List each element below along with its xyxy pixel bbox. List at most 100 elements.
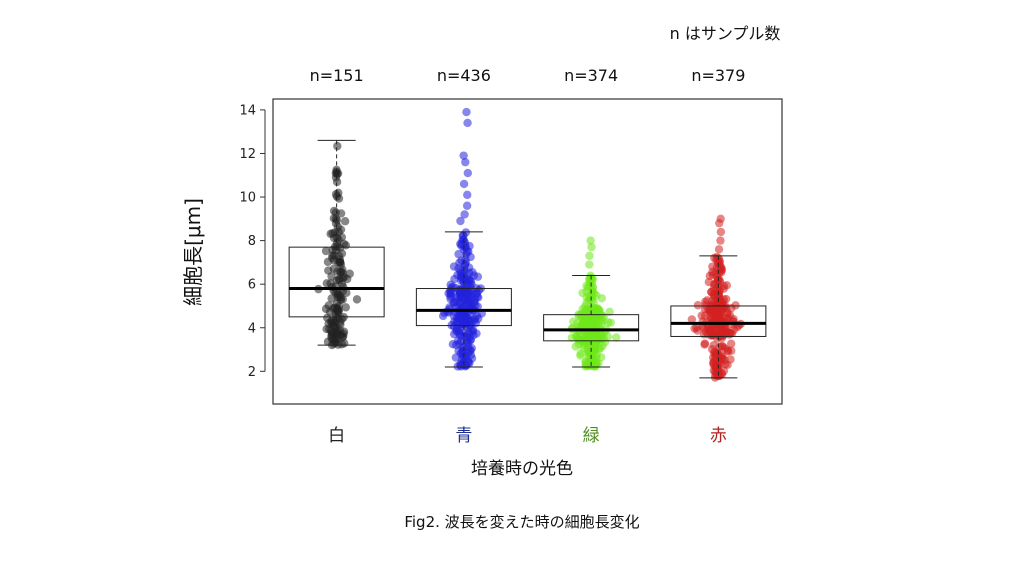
data-point bbox=[327, 331, 336, 341]
data-point bbox=[577, 332, 586, 342]
data-point bbox=[450, 274, 459, 284]
data-point bbox=[700, 339, 710, 348]
data-point bbox=[712, 363, 722, 373]
iqr-box bbox=[543, 314, 640, 342]
iqr-box bbox=[415, 288, 512, 327]
data-point bbox=[587, 348, 596, 357]
data-point bbox=[588, 274, 598, 284]
data-point bbox=[340, 217, 350, 226]
y-tick-label: 8 bbox=[248, 234, 256, 249]
data-point bbox=[333, 334, 342, 343]
data-point bbox=[321, 304, 331, 314]
data-point bbox=[715, 275, 724, 285]
x-tick-label: 緑 bbox=[583, 426, 600, 446]
data-point bbox=[333, 290, 343, 299]
data-point bbox=[713, 370, 722, 380]
x-tick-label: 青 bbox=[455, 426, 472, 446]
outlier-point bbox=[462, 107, 471, 117]
data-point bbox=[594, 344, 604, 354]
outlier-point bbox=[716, 214, 725, 224]
outlier-point bbox=[460, 210, 469, 219]
data-point bbox=[700, 297, 710, 307]
data-point bbox=[323, 257, 333, 267]
data-point bbox=[719, 284, 728, 293]
outlier-point bbox=[714, 245, 724, 254]
outlier-point bbox=[585, 251, 594, 261]
outlier-point bbox=[585, 260, 594, 269]
data-point bbox=[723, 360, 732, 369]
data-point bbox=[321, 246, 331, 256]
data-point bbox=[338, 273, 347, 283]
data-point bbox=[464, 338, 473, 348]
data-point bbox=[341, 303, 351, 312]
data-point bbox=[472, 329, 481, 338]
outlier-point bbox=[463, 168, 473, 178]
data-point bbox=[458, 320, 467, 329]
data-point bbox=[342, 288, 351, 298]
data-point bbox=[454, 328, 464, 338]
data-point bbox=[460, 268, 470, 277]
data-point bbox=[472, 311, 482, 321]
data-point bbox=[328, 245, 337, 255]
sample-count-label: n=436 bbox=[437, 66, 491, 85]
data-point bbox=[714, 291, 724, 300]
outlier-point bbox=[461, 157, 470, 167]
data-point bbox=[454, 249, 463, 259]
x-tick-label: 白 bbox=[328, 426, 345, 446]
outlier-point bbox=[459, 179, 469, 189]
x-tick-label: 赤 bbox=[710, 426, 727, 446]
data-point bbox=[333, 313, 343, 323]
y-axis: 2 4 6 8 10 12 14 bbox=[239, 103, 266, 380]
data-point bbox=[329, 304, 338, 313]
data-point bbox=[466, 277, 476, 286]
data-point bbox=[463, 302, 472, 311]
sample-count-label: n=374 bbox=[564, 66, 618, 85]
data-point bbox=[327, 294, 336, 303]
iqr-box bbox=[288, 246, 385, 318]
data-point bbox=[340, 339, 349, 348]
data-point bbox=[345, 269, 354, 278]
data-point bbox=[576, 351, 585, 360]
data-points bbox=[314, 107, 745, 382]
data-point bbox=[446, 290, 455, 299]
y-tick-label: 4 bbox=[248, 321, 256, 336]
data-point bbox=[465, 346, 475, 355]
data-point bbox=[456, 359, 466, 368]
outlier-point bbox=[586, 236, 595, 245]
data-point bbox=[588, 282, 597, 291]
data-point bbox=[329, 214, 339, 223]
y-tick-label: 12 bbox=[239, 147, 256, 162]
sample-size-note: n はサンプル数 bbox=[670, 24, 781, 43]
outlier-point bbox=[459, 151, 468, 160]
data-point bbox=[333, 141, 342, 151]
y-tick-label: 6 bbox=[248, 278, 256, 293]
data-point bbox=[449, 262, 459, 271]
y-tick-label: 2 bbox=[248, 365, 256, 380]
data-point bbox=[336, 209, 346, 218]
iqr-box bbox=[670, 305, 767, 337]
figure-caption: Fig2. 波長を変えた時の細胞長変化 bbox=[404, 513, 639, 531]
data-point bbox=[581, 311, 591, 320]
x-axis-title: 培養時の光色 bbox=[471, 459, 573, 479]
data-point bbox=[720, 344, 730, 353]
data-point bbox=[330, 322, 339, 331]
data-point bbox=[352, 295, 362, 304]
data-point bbox=[324, 266, 333, 275]
data-point bbox=[573, 319, 582, 328]
data-point bbox=[595, 306, 604, 315]
data-point bbox=[693, 301, 703, 310]
data-point bbox=[580, 317, 589, 327]
data-point bbox=[711, 352, 720, 362]
data-point bbox=[611, 333, 621, 342]
outlier-point bbox=[463, 190, 472, 200]
outlier-point bbox=[456, 216, 465, 226]
outlier-point bbox=[716, 236, 725, 245]
data-point bbox=[473, 302, 482, 311]
data-point bbox=[574, 339, 583, 349]
y-axis-title: 細胞長[μm] bbox=[181, 198, 205, 306]
data-point bbox=[341, 241, 351, 250]
data-point bbox=[459, 346, 468, 355]
data-point bbox=[687, 315, 697, 324]
data-point bbox=[588, 361, 597, 371]
